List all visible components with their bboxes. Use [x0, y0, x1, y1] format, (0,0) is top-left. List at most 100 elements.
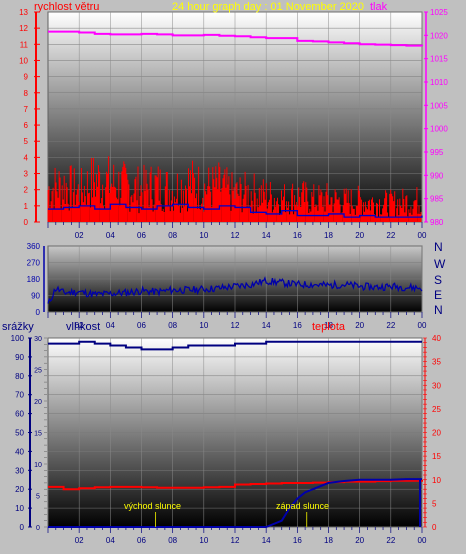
wind-tick-label: 13	[19, 8, 28, 17]
temperature-tick-label: 35	[432, 358, 441, 367]
x-tick-label: 16	[293, 321, 302, 330]
x-tick-label: 22	[386, 231, 395, 240]
x-tick-label: 12	[231, 536, 240, 545]
x-tick-label: 18	[324, 536, 333, 545]
x-tick-label: 22	[386, 536, 395, 545]
direction-tick-label: 360	[27, 242, 41, 251]
rain-tick-label: 80	[15, 372, 24, 381]
humidity-tick-label: 20	[34, 399, 42, 406]
rain-tick-label: 40	[15, 447, 24, 456]
temperature-line	[48, 479, 423, 491]
wind-tick-label: 6	[24, 121, 29, 130]
x-tick-label: 12	[231, 321, 240, 330]
temperature-tick-label: 5	[432, 499, 437, 508]
humidity-tick-label: 10	[34, 462, 42, 469]
humidity-tick-label: 15	[34, 431, 42, 438]
rain-line	[48, 478, 422, 528]
x-tick-label: 12	[231, 231, 240, 240]
x-tick-label: 20	[355, 536, 364, 545]
humidity-tick-label: 25	[34, 368, 42, 375]
wind-tick-label: 10	[19, 56, 28, 65]
pressure-tick-label: 1015	[430, 55, 448, 64]
humidity-tick-label: 5	[36, 494, 40, 501]
sunrise-label: východ slunce	[124, 501, 181, 511]
pressure-tick-label: 980	[430, 218, 444, 227]
series	[47, 30, 423, 528]
x-tick-label: 14	[262, 231, 271, 240]
rain-tick-label: 50	[15, 429, 24, 438]
direction-tick-label: 90	[31, 292, 40, 301]
x-tick-label: 00	[418, 231, 427, 240]
graph-title: 24 hour graph day : 01 November 2020	[172, 1, 364, 13]
temperature-tick-label: 0	[432, 523, 437, 532]
temperature-tick-label: 15	[432, 452, 441, 461]
rain-tick-label: 0	[20, 523, 25, 532]
x-tick-label: 08	[168, 321, 177, 330]
x-tick-label: 20	[355, 231, 364, 240]
x-tick-label: 20	[355, 321, 364, 330]
temperature-tick-label: 25	[432, 405, 441, 414]
humidity-tick-label: 30	[34, 336, 42, 343]
sunset-label: západ slunce	[276, 501, 329, 511]
temperature-tick-label: 40	[432, 334, 441, 343]
pressure-tick-label: 990	[430, 171, 444, 180]
temperature-tick-label: 10	[432, 476, 441, 485]
x-tick-label: 00	[418, 536, 427, 545]
humidity-tick-label: 0	[36, 525, 40, 532]
x-tick-label: 02	[75, 231, 84, 240]
x-tick-label: 18	[324, 321, 333, 330]
humidity-line	[48, 340, 422, 351]
pressure-tick-label: 1025	[430, 8, 448, 17]
rain-tick-label: 100	[11, 334, 25, 343]
x-tick-label: 00	[418, 321, 427, 330]
x-tick-label: 04	[106, 321, 115, 330]
rain-tick-label: 60	[15, 410, 24, 419]
direction-label-w: W	[434, 257, 446, 271]
direction-tick-label: 0	[36, 308, 41, 317]
temperature-tick-label: 20	[432, 429, 441, 438]
rain-tick-label: 90	[15, 353, 24, 362]
wind-tick-label: 4	[24, 153, 29, 162]
axes	[28, 11, 428, 533]
x-tick-label: 08	[168, 231, 177, 240]
direction-tick-label: 270	[27, 259, 41, 268]
x-tick-label: 06	[137, 321, 146, 330]
x-tick-label: 18	[324, 231, 333, 240]
x-tick-label: 16	[293, 536, 302, 545]
temperature-title: teplota	[312, 321, 346, 333]
wind-tick-label: 9	[24, 73, 29, 82]
rain-tick-label: 20	[15, 485, 24, 494]
x-tick-label: 14	[262, 536, 271, 545]
wind-tick-label: 3	[24, 170, 29, 179]
pressure-tick-label: 1010	[430, 78, 448, 87]
x-tick-label: 08	[168, 536, 177, 545]
x-tick-label: 10	[199, 321, 208, 330]
direction-label-n-top: N	[434, 240, 443, 254]
x-tick-label: 06	[137, 231, 146, 240]
rain-tick-label: 10	[15, 504, 24, 513]
direction-tick-label: 180	[27, 275, 41, 284]
pressure-tick-label: 1020	[430, 31, 448, 40]
direction-label-e: E	[434, 288, 442, 302]
pressure-tick-label: 985	[430, 195, 444, 204]
wind-tick-label: 12	[19, 24, 28, 33]
rain-tick-label: 30	[15, 466, 24, 475]
rain-tick-label: 70	[15, 391, 24, 400]
x-tick-label: 02	[75, 536, 84, 545]
x-tick-label: 16	[293, 231, 302, 240]
temperature-tick-label: 30	[432, 381, 441, 390]
humidity-title: vlhkost	[66, 321, 100, 333]
pressure-tick-label: 1000	[430, 125, 448, 134]
rain-title: srážky	[2, 321, 34, 333]
wind-tick-label: 1	[24, 202, 29, 211]
wind-average-line	[48, 203, 423, 218]
wind-tick-label: 8	[24, 89, 29, 98]
wind-direction-line	[47, 276, 423, 304]
x-tick-label: 04	[106, 231, 115, 240]
x-tick-label: 02	[75, 321, 84, 330]
wind-tick-label: 0	[24, 218, 29, 227]
x-tick-label: 22	[386, 321, 395, 330]
x-tick-label: 04	[106, 536, 115, 545]
